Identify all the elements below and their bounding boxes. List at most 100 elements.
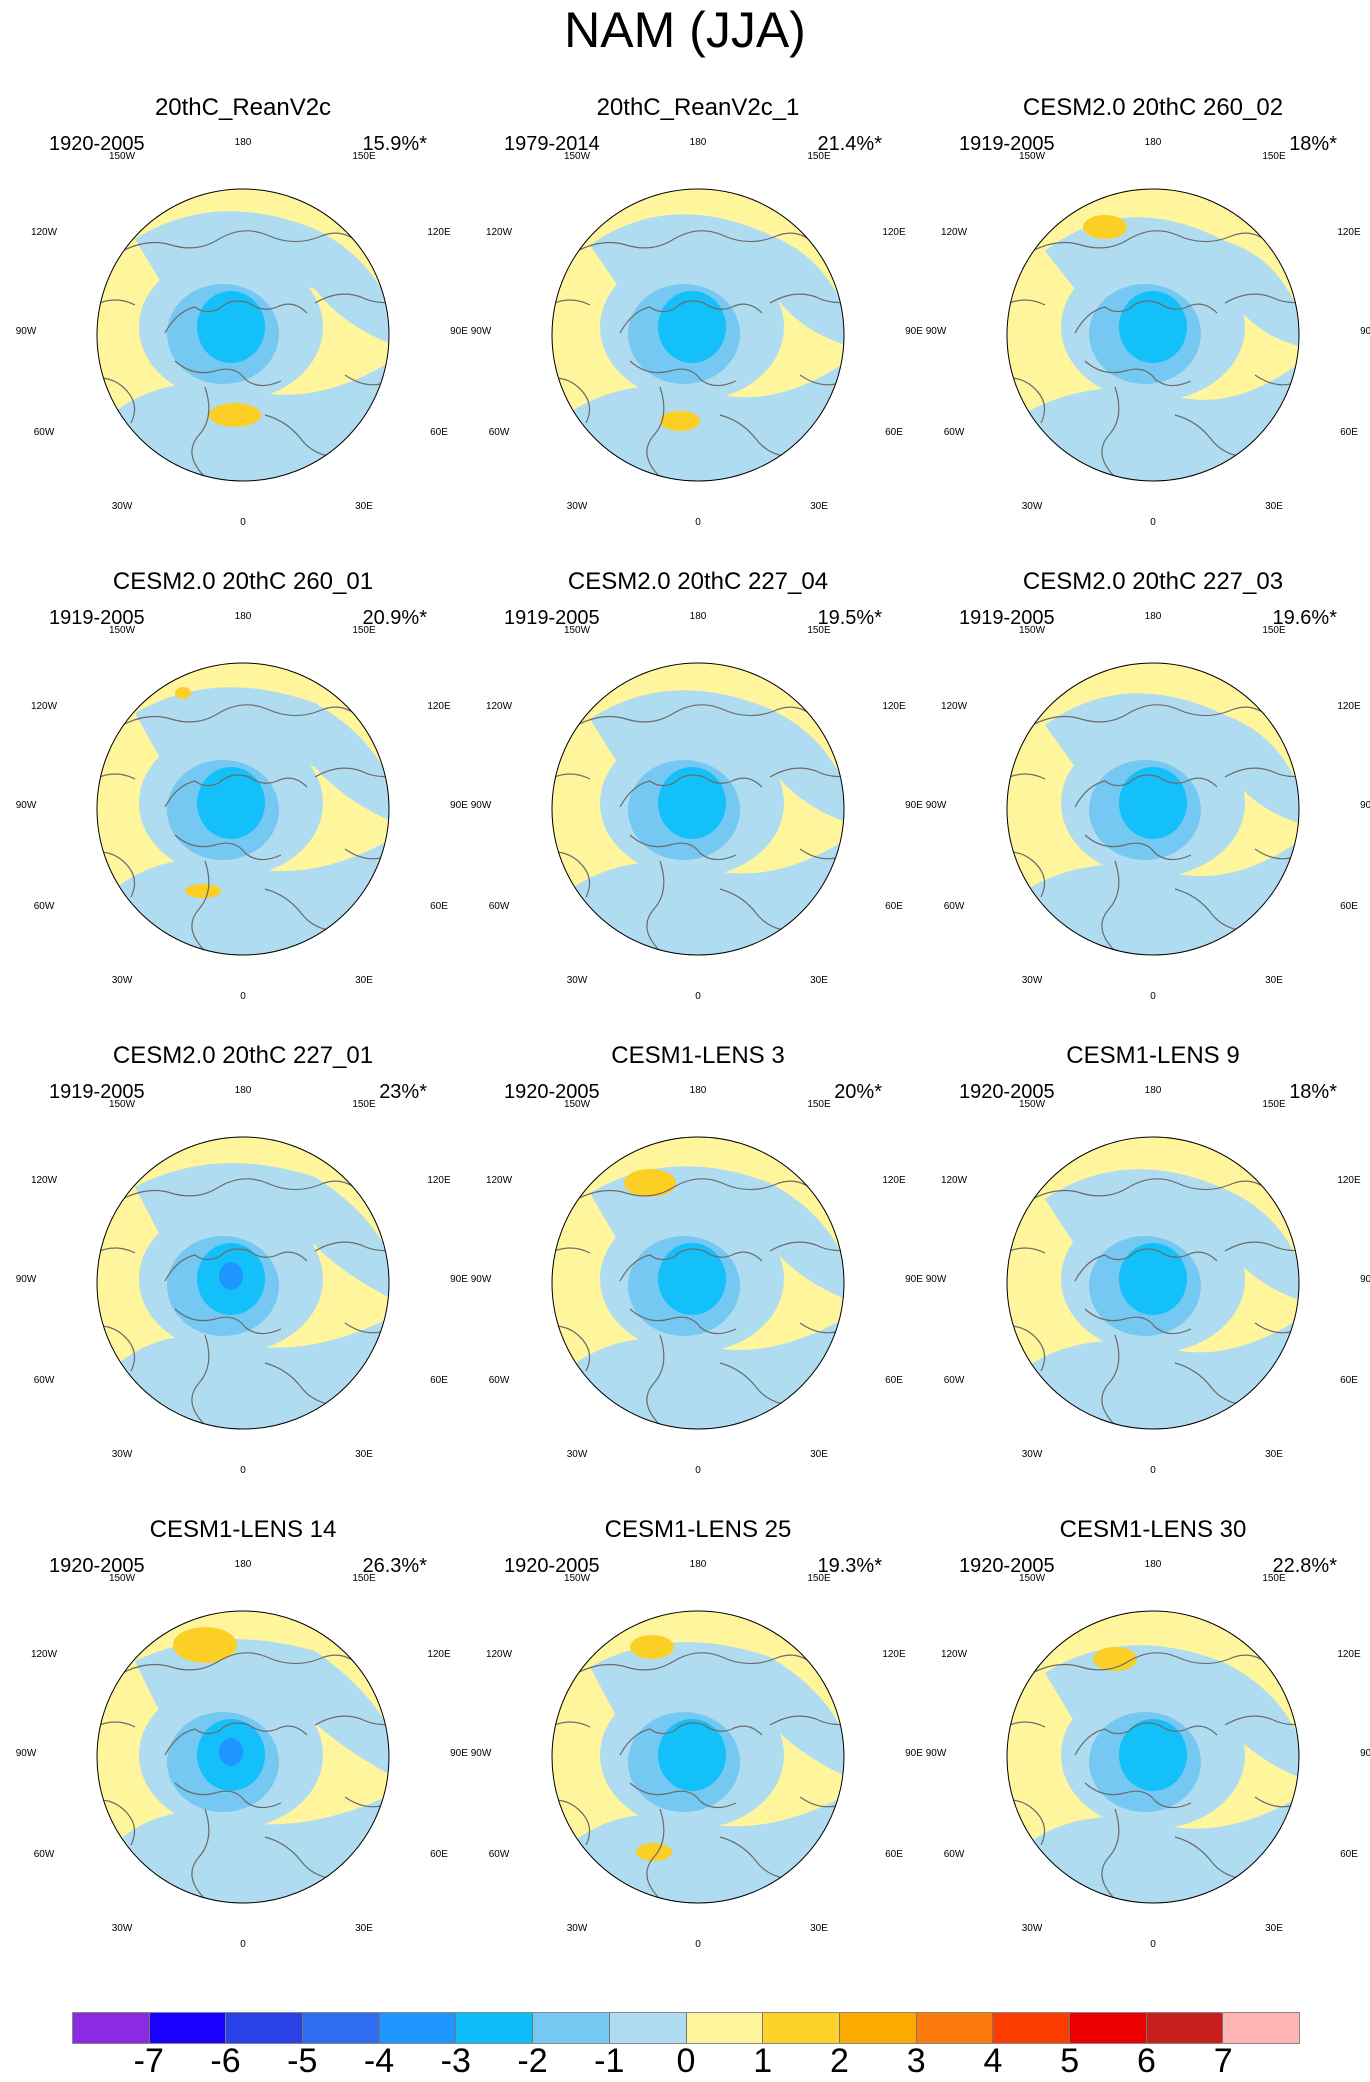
longitude-label: 150W (564, 1573, 591, 1584)
coastline (191, 1808, 244, 1903)
coastline (1074, 1722, 1218, 1756)
polar-map: 180 150W 150E 120W 120E 90W 90E 60W 60E 30W 30E 0 (926, 1559, 1370, 1950)
longitude-label: 60E (885, 1849, 903, 1860)
longitude-label: 180 (1145, 1559, 1162, 1570)
colorbar-swatch (149, 2013, 227, 2043)
coastline (629, 360, 737, 387)
longitude-label: 90E (450, 1274, 468, 1285)
colorbar-labels: -7 -6 -5 -4 -3 -2 -1 0 1 2 3 4 5 6 7 (72, 2042, 1300, 2082)
longitude-label: 0 (695, 1939, 701, 1950)
longitude-label: 90W (16, 800, 37, 811)
coastline (1174, 414, 1246, 458)
polar-map: 180 150W 150E 120W 120E 90W 90E 60W 60E 30W 30E 0 (471, 1085, 924, 1476)
longitude-label: 60W (944, 901, 965, 912)
coastline (1084, 360, 1192, 387)
period-label: 1919-2005 (49, 607, 145, 629)
longitude-label: 30W (1022, 1923, 1043, 1934)
polar-map: 180 150W 150E 120W 120E 90W 90E 60W 60E 30W 30E 0 (471, 611, 924, 1002)
longitude-label: 0 (1150, 517, 1156, 528)
coastline (1174, 1362, 1246, 1406)
longitude-label: 60E (430, 1849, 448, 1860)
longitude-label: 30E (355, 975, 373, 986)
panel-title: CESM2.0 20thC 260_01 (112, 568, 374, 595)
polar-map: 180 150W 150E 120W 120E 90W 90E 60W 60E 30W 30E 0 (471, 137, 924, 528)
colorbar-tick-label: 7 (1213, 2042, 1233, 2080)
coastline (619, 1248, 763, 1282)
coastline (114, 1652, 360, 1678)
longitude-label: 0 (1150, 1465, 1156, 1476)
longitude-label: 90W (926, 326, 947, 337)
colorbar-tick-label: -6 (210, 2042, 241, 2080)
period-label: 1920-2005 (504, 1081, 600, 1103)
longitude-label: 0 (695, 517, 701, 528)
longitude-label: 0 (1150, 1939, 1156, 1950)
longitude-label: 30E (810, 1923, 828, 1934)
map-field (1007, 1137, 1299, 1429)
coastline (164, 1722, 308, 1756)
coastline (569, 230, 815, 256)
coastline (569, 1652, 815, 1678)
longitude-label: 90W (471, 1748, 492, 1759)
longitude-label: 180 (690, 1085, 707, 1096)
longitude-label: 90W (926, 800, 947, 811)
longitude-label: 30W (1022, 975, 1043, 986)
longitude-label: 0 (695, 991, 701, 1002)
map-panel: CESM2.0 20thC 227_03 180 150W 150E 120W 120E 9… (925, 567, 1370, 1041)
panel-title: CESM2.0 20thC 227_04 (567, 568, 829, 595)
polar-map: 180 150W 150E 120W 120E 90W 90E 60W 60E 30W 30E 0 (926, 1085, 1370, 1476)
period-label: 1919-2005 (504, 607, 600, 629)
coastline (646, 386, 699, 481)
coastline (1101, 386, 1154, 481)
longitude-label: 90E (1360, 326, 1370, 337)
coastline (1174, 888, 1246, 932)
longitude-label: 180 (1145, 611, 1162, 622)
longitude-label: 60W (34, 901, 55, 912)
longitude-label: 120W (941, 701, 968, 712)
coastline (719, 414, 791, 458)
longitude-label: 0 (695, 1465, 701, 1476)
longitude-label: 150W (109, 625, 136, 636)
colorbar-swatch (993, 2013, 1070, 2043)
map-panel: CESM1-LENS 25 180 150W 150E 120W 120E 90W 90E 60… (470, 1515, 926, 1989)
colorbar-tick-label: -7 (133, 2042, 164, 2080)
colorbar-swatch (456, 2013, 534, 2043)
map-field (97, 1611, 389, 1903)
longitude-label: 0 (240, 1465, 246, 1476)
period-label: 1919-2005 (49, 1081, 145, 1103)
coastline (769, 293, 844, 304)
variance-label: 23%* (379, 1081, 427, 1103)
longitude-label: 60W (34, 427, 55, 438)
coastline (1084, 1308, 1192, 1335)
longitude-label: 30W (1022, 501, 1043, 512)
map-field (552, 189, 844, 481)
map-panel: CESM1-LENS 14 180 150W 150E 120W 120E 90W 90E 60… (15, 1515, 471, 1989)
coastline (1024, 230, 1270, 256)
period-label: 1920-2005 (959, 1081, 1055, 1103)
map-field (552, 663, 844, 955)
variance-label: 22.8%* (1272, 1555, 1338, 1577)
map-panel: CESM2.0 20thC 227_01 180 150W 150E 120W 120E 9… (15, 1041, 471, 1515)
map-border (1006, 1610, 1300, 1904)
figure-title: NAM (JJA) (564, 2, 806, 58)
map-border (96, 1610, 390, 1904)
map-field (97, 1137, 389, 1429)
variance-label: 19.3%* (817, 1555, 883, 1577)
coastline (552, 1247, 591, 1261)
colorbar-swatch (379, 2013, 457, 2043)
coastline (1074, 1248, 1218, 1282)
colorbar-tick-label: -1 (594, 2042, 625, 2080)
coastline (1007, 1721, 1046, 1735)
coastline (1007, 299, 1046, 313)
longitude-label: 120E (1337, 1649, 1361, 1660)
map-panel: CESM1-LENS 9 180 150W 150E 120W 120E 90W 90E 60W… (925, 1041, 1370, 1515)
polar-map: 180 150W 150E 120W 120E 90W 90E 60W 60E 30W 30E 0 (16, 1559, 469, 1950)
coastline (164, 300, 308, 334)
map-border (96, 1136, 390, 1430)
longitude-label: 120E (1337, 701, 1361, 712)
coastline (629, 1308, 737, 1335)
coastline (569, 1178, 815, 1204)
longitude-label: 120E (427, 701, 451, 712)
coastline (1007, 773, 1046, 787)
longitude-label: 30E (1265, 501, 1283, 512)
coastline (1084, 1782, 1192, 1809)
